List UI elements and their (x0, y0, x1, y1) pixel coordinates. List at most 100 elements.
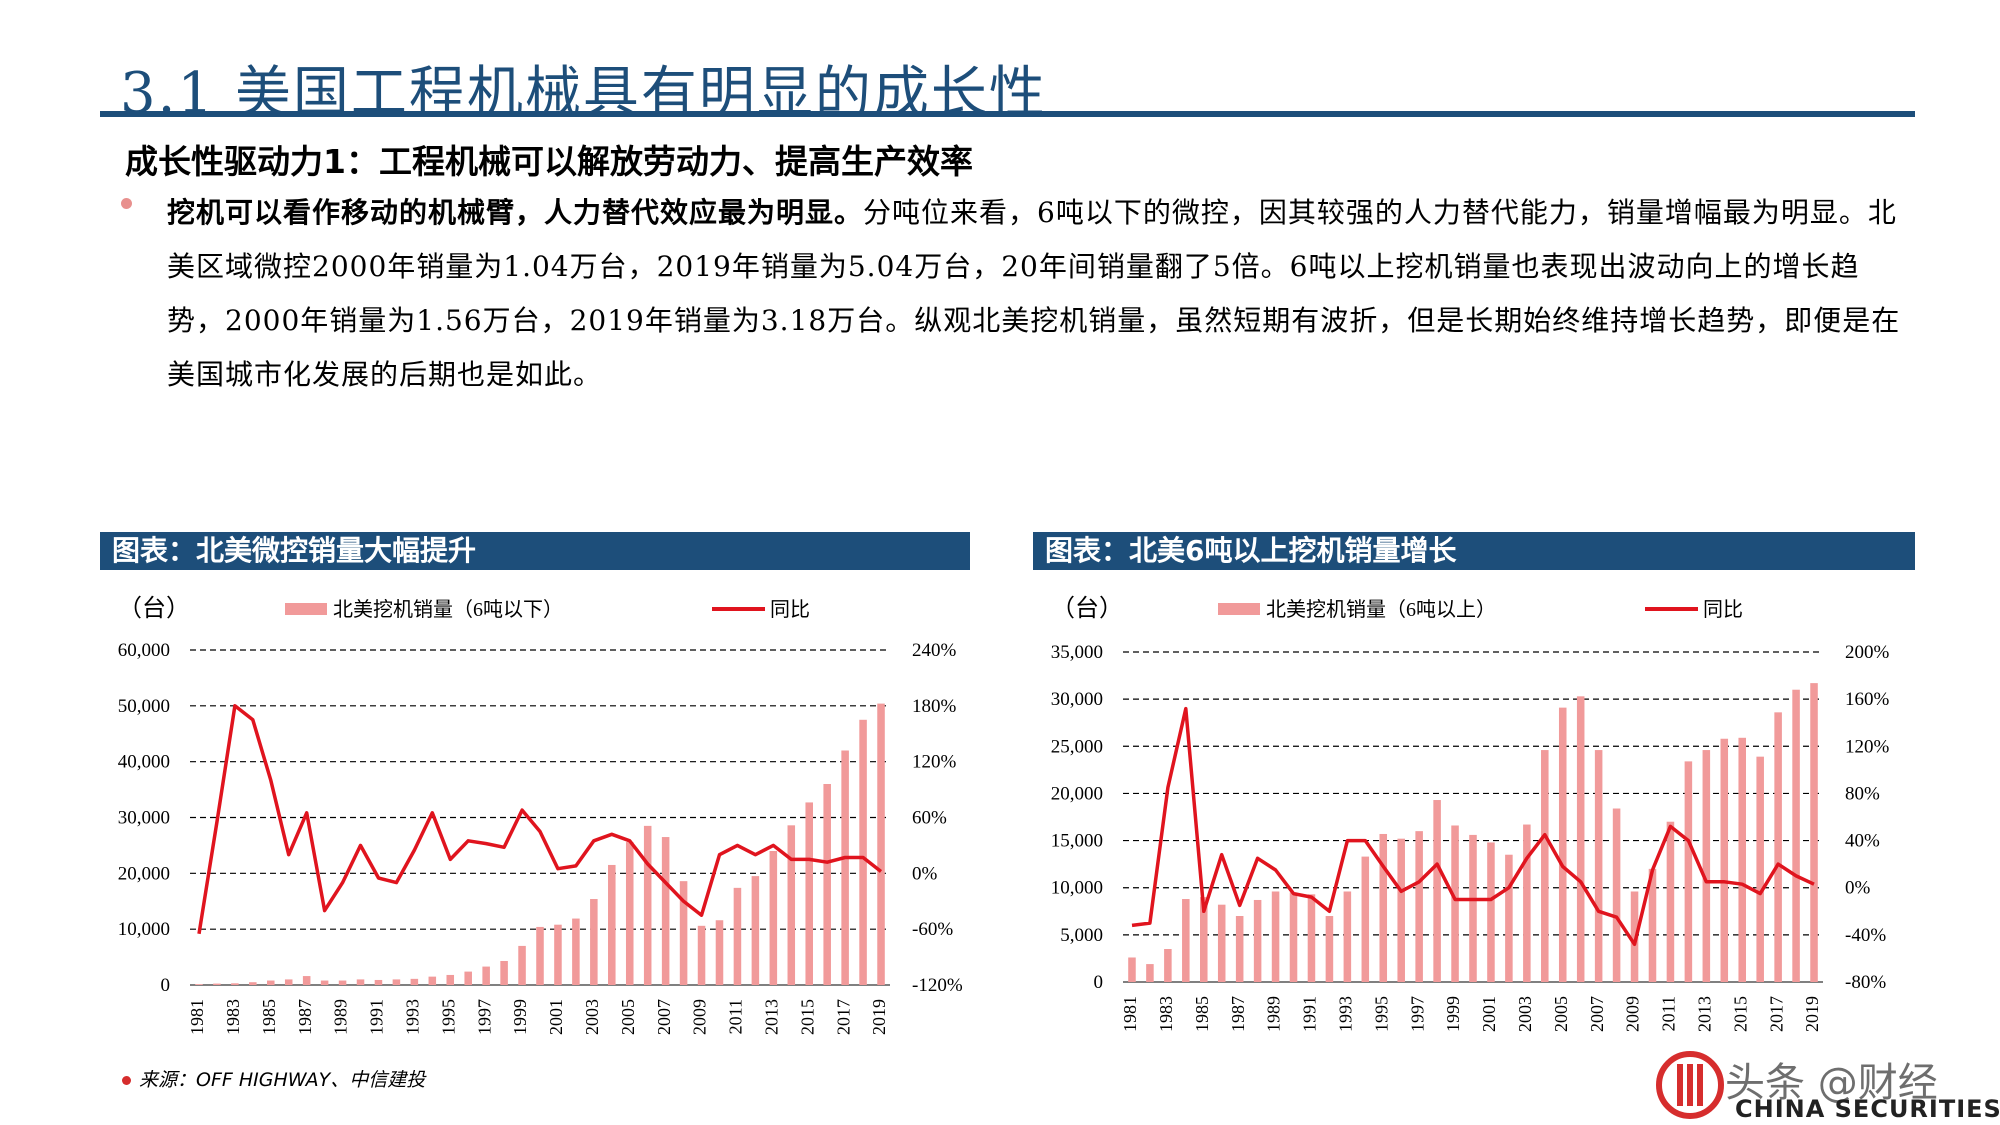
left-chart-header: 图表：北美微控销量大幅提升 (100, 532, 970, 570)
x-tick-label: 1999 (1443, 996, 1463, 1032)
bar (877, 703, 885, 985)
y-tick-label: 30,000 (1051, 689, 1103, 710)
bar (1433, 800, 1441, 982)
bar (1774, 712, 1782, 982)
bar (1702, 750, 1711, 982)
x-tick-label: 2019 (869, 999, 889, 1035)
y-axis-unit-label: （台） (118, 595, 190, 622)
y-tick-label: 10,000 (118, 919, 170, 940)
y-tick-label: 10,000 (1051, 878, 1103, 899)
bar (1235, 916, 1244, 982)
x-tick-label: 2011 (1659, 996, 1679, 1031)
source-footnote: 来源：OFF HIGHWAY、中信建投 (122, 1065, 425, 1092)
x-tick-label: 1981 (187, 999, 207, 1035)
bar (1738, 737, 1746, 982)
legend-bar-label: 北美挖机销量（6吨以上） (1266, 598, 1496, 621)
bar (500, 960, 508, 985)
y2-tick-label: -120% (912, 975, 963, 996)
x-tick-label: 1999 (510, 999, 530, 1035)
bar (1756, 756, 1764, 982)
bar (1594, 750, 1603, 982)
bar (338, 980, 347, 985)
bar (1487, 842, 1495, 982)
bar (1200, 897, 1208, 982)
bar (1397, 838, 1405, 982)
x-tick-label: 2013 (761, 999, 781, 1035)
bar (751, 876, 760, 985)
bullet-dot (121, 198, 132, 209)
bar (1541, 750, 1549, 982)
bar (518, 945, 526, 985)
bar (1217, 904, 1226, 982)
x-tick-label: 2019 (1802, 996, 1822, 1032)
y2-tick-label: 120% (912, 752, 957, 773)
y2-tick-label: 40% (1845, 831, 1880, 852)
bar (679, 881, 688, 985)
x-tick-label: 1991 (1300, 996, 1320, 1032)
bar (1810, 683, 1818, 982)
x-tick-label: 1987 (295, 999, 315, 1035)
bar (1379, 833, 1388, 982)
y2-tick-label: 200% (1845, 642, 1890, 663)
bar (823, 784, 831, 985)
y2-tick-label: 0% (912, 863, 938, 884)
bar (1271, 891, 1280, 982)
y-tick-label: 0 (161, 975, 171, 996)
bar (249, 982, 257, 985)
x-tick-label: 1993 (402, 999, 422, 1035)
bar (1612, 808, 1621, 982)
y2-tick-label: 0% (1845, 878, 1871, 899)
x-tick-label: 1981 (1120, 996, 1140, 1032)
x-tick-label: 2017 (1766, 996, 1786, 1032)
x-tick-label: 2009 (690, 999, 710, 1035)
bar (410, 978, 419, 985)
bar (284, 979, 293, 985)
bar (1666, 821, 1675, 982)
bar (1361, 856, 1370, 982)
left-chart: 60,000 240% 50,000 180% 40,000 120% 30,000 60% 2… (118, 595, 963, 1035)
y-tick-label: 30,000 (118, 808, 170, 829)
x-tick-label: 2007 (654, 999, 674, 1035)
legend-bar-label: 北美挖机销量（6吨以下） (333, 598, 563, 621)
y2-tick-label: -40% (1845, 925, 1886, 946)
x-tick-label: 2003 (582, 999, 602, 1035)
bar (1523, 824, 1531, 982)
x-tick-label: 1987 (1228, 996, 1248, 1032)
body-paragraph: 挖机可以看作移动的机械臂，人力替代效应最为明显。分吨位来看，6吨以下的微控，因其… (167, 186, 1907, 402)
bar (1164, 949, 1172, 982)
x-tick-label: 1983 (1156, 996, 1176, 1032)
bar (841, 750, 849, 985)
y-tick-label: 35,000 (1051, 642, 1103, 663)
bar (1792, 689, 1800, 982)
footnote-dot (122, 1076, 131, 1085)
bar (661, 837, 670, 985)
title-divider (100, 111, 1915, 117)
bar (267, 980, 275, 985)
bar (1576, 696, 1585, 982)
section-subtitle: 成长性驱动力1：工程机械可以解放劳动力、提高生产效率 (125, 142, 973, 181)
bar (643, 825, 652, 985)
bar (1720, 738, 1729, 982)
bar (805, 802, 813, 985)
bar (374, 979, 383, 985)
bar (213, 983, 221, 985)
bar (787, 825, 796, 985)
bar (715, 920, 724, 985)
y2-tick-label: -60% (912, 919, 953, 940)
bar (356, 979, 365, 985)
right-chart-header: 图表：北美6吨以上挖机销量增长 (1033, 532, 1915, 570)
y2-tick-label: -80% (1845, 972, 1886, 993)
x-tick-label: 1993 (1335, 996, 1355, 1032)
bar (482, 966, 490, 985)
bar (733, 887, 742, 985)
bar (554, 924, 562, 985)
footnote-text: 来源：OFF HIGHWAY、中信建投 (139, 1069, 426, 1091)
y-tick-label: 0 (1094, 972, 1104, 993)
bar (536, 926, 544, 985)
legend-bar-swatch (285, 603, 327, 615)
y2-tick-label: 180% (912, 696, 957, 717)
china-securities-logo-icon (1656, 1051, 1724, 1119)
x-tick-label: 2001 (546, 999, 566, 1035)
x-tick-label: 2017 (833, 999, 853, 1035)
bar (769, 851, 778, 985)
